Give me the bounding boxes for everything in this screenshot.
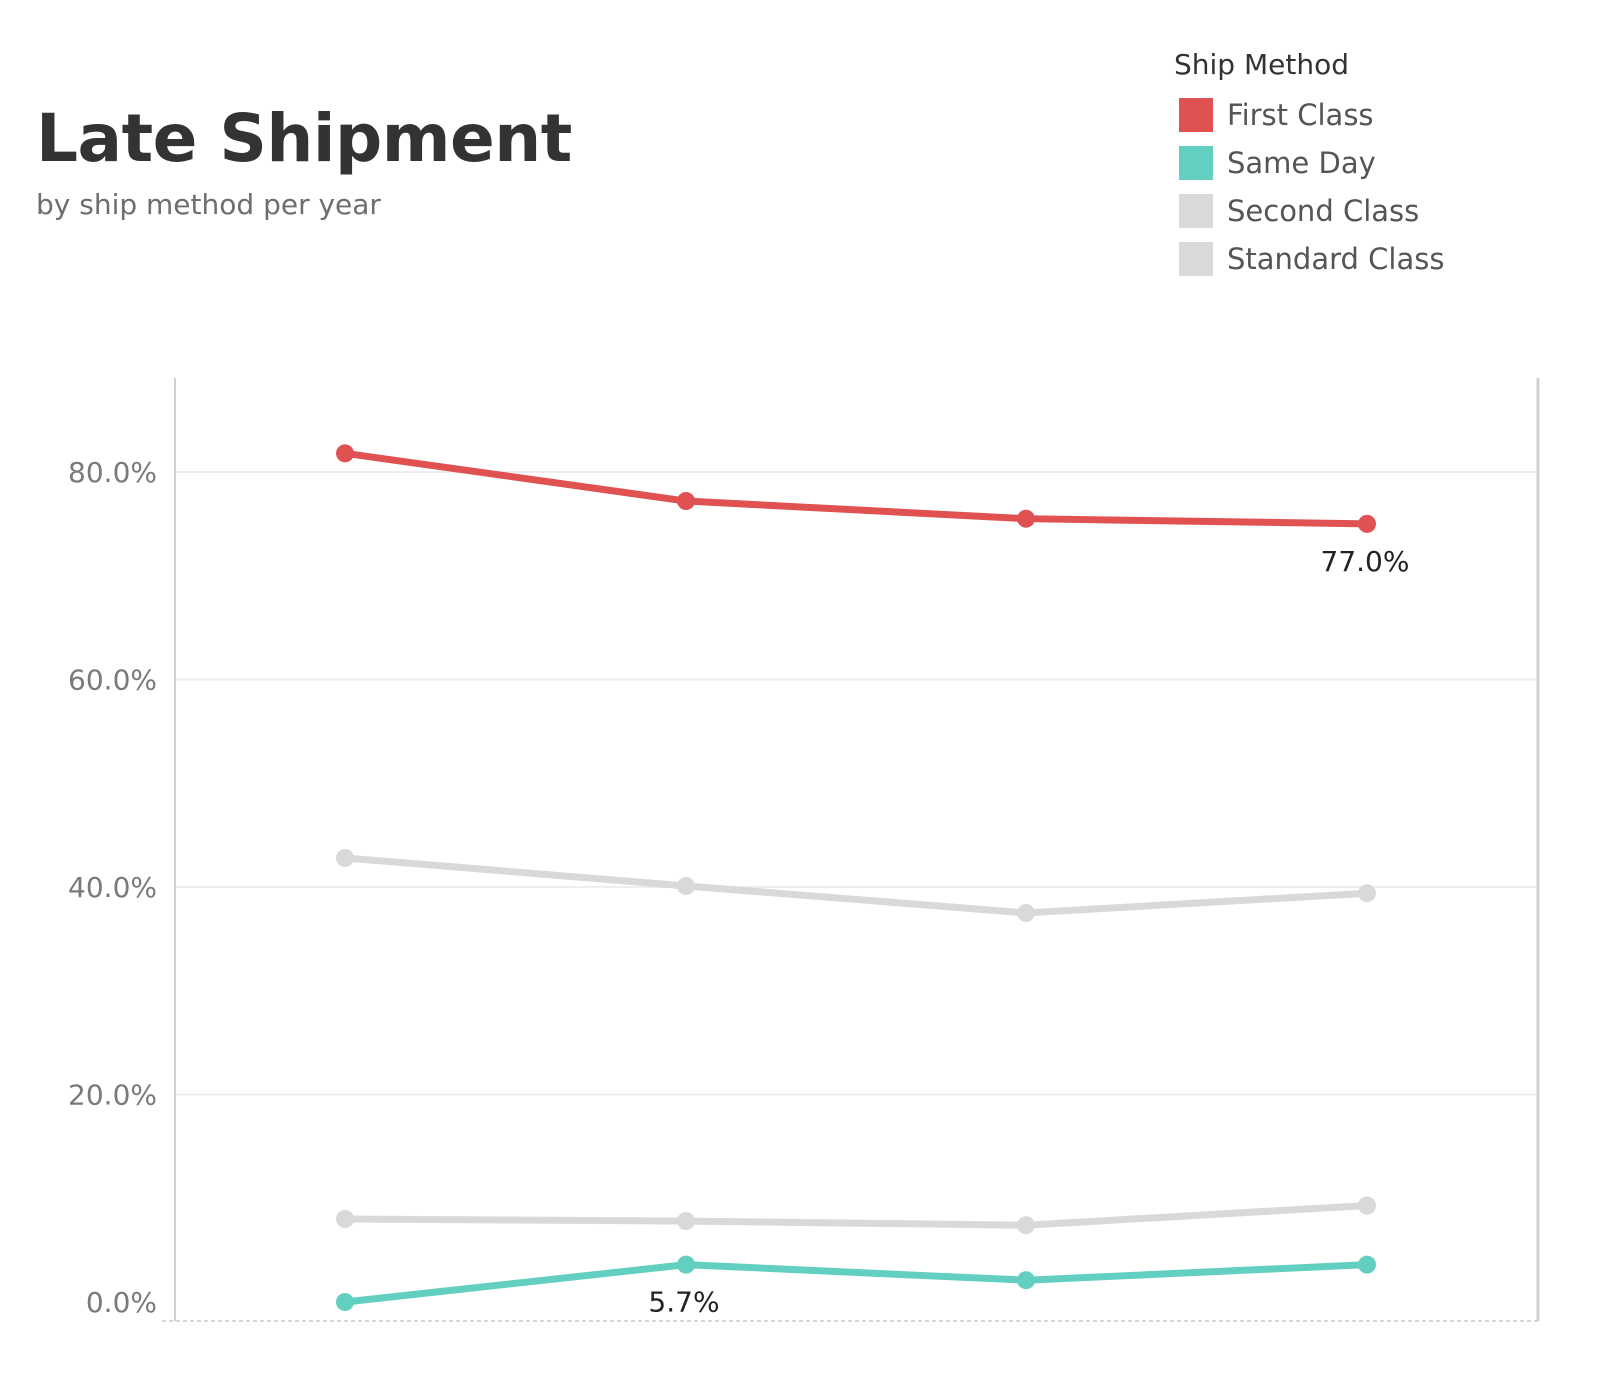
data-point xyxy=(677,492,695,511)
data-point xyxy=(1358,1196,1376,1215)
y-tick-label: 60.0% xyxy=(68,664,157,697)
series-line xyxy=(341,854,1371,917)
data-point xyxy=(336,1210,354,1228)
data-point xyxy=(1358,1255,1376,1274)
legend-swatch xyxy=(1179,194,1213,228)
y-tick-label: 20.0% xyxy=(68,1079,157,1112)
legend-label: Same Day xyxy=(1227,146,1376,180)
data-label: 5.7% xyxy=(648,1286,719,1319)
data-point xyxy=(677,1255,695,1274)
data-point xyxy=(1358,514,1376,533)
data-point xyxy=(336,1293,354,1311)
data-point xyxy=(677,876,695,895)
y-tick-label: 80.0% xyxy=(68,456,157,489)
data-point xyxy=(1017,509,1035,528)
legend-item-first-class[interactable]: First Class xyxy=(1174,91,1444,139)
legend-swatch xyxy=(1179,146,1213,180)
data-point xyxy=(677,1212,695,1231)
y-tick-label: 40.0% xyxy=(68,871,157,904)
data-point xyxy=(1358,884,1376,903)
legend-item-standard-class[interactable]: Standard Class xyxy=(1174,235,1444,283)
legend: Ship Method First Class Same Day Second … xyxy=(1174,48,1444,283)
chart-subtitle: by ship method per year xyxy=(36,188,381,221)
legend-swatch xyxy=(1179,242,1213,276)
data-point xyxy=(336,444,354,463)
legend-label: Standard Class xyxy=(1227,242,1445,276)
data-point xyxy=(1017,1271,1035,1290)
legend-label: Second Class xyxy=(1227,194,1420,228)
legend-title: Ship Method xyxy=(1174,48,1349,81)
series-line xyxy=(341,449,1371,528)
legend-item-same-day[interactable]: Same Day xyxy=(1174,139,1444,187)
data-point xyxy=(1017,903,1035,922)
legend-label: First Class xyxy=(1227,98,1374,132)
series-line xyxy=(341,1202,1371,1229)
chart-title: Late Shipment xyxy=(36,100,572,177)
data-label: 77.0% xyxy=(1321,545,1410,578)
y-tick-label: 0.0% xyxy=(86,1286,157,1319)
legend-item-second-class[interactable]: Second Class xyxy=(1174,187,1444,235)
series-line xyxy=(341,1261,1371,1306)
legend-swatch xyxy=(1179,98,1213,132)
data-point xyxy=(1017,1216,1035,1235)
data-point xyxy=(336,848,354,867)
